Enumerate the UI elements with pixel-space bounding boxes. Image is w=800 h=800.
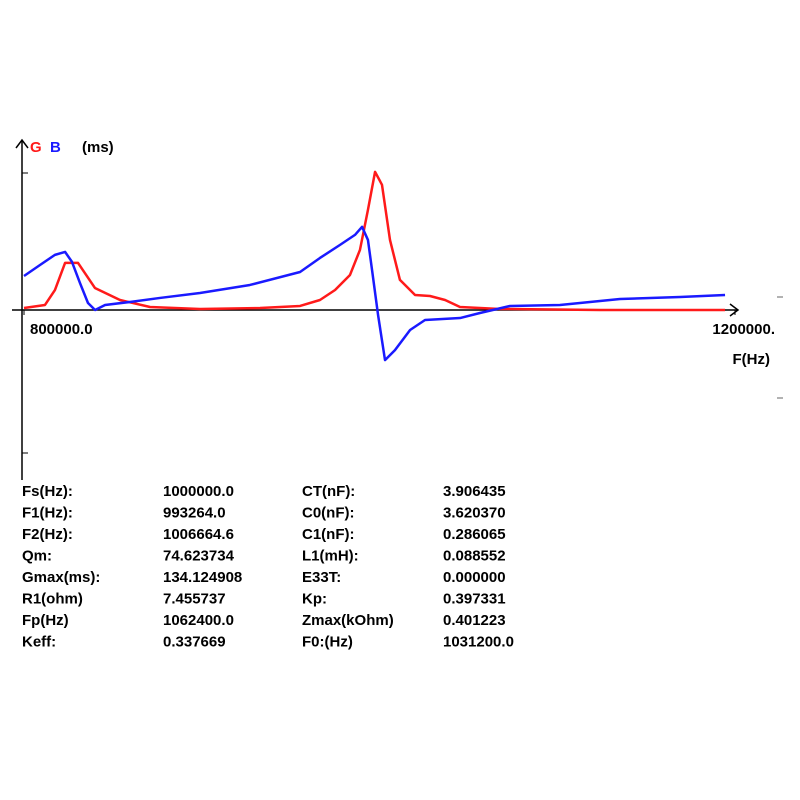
- series-line: [23, 225, 726, 362]
- param-label: F2(Hz):: [22, 526, 73, 543]
- legend-entry: B: [50, 139, 61, 156]
- param-label: CT(nF):: [302, 483, 355, 500]
- param-value: 0.401223: [443, 612, 506, 629]
- param-label: Gmax(ms):: [22, 569, 100, 586]
- param-label: F0:(Hz): [302, 633, 353, 650]
- param-label: R1(ohm): [22, 590, 83, 607]
- param-value: 1000000.0: [163, 483, 234, 500]
- x-tick-label: 1200000.: [712, 321, 775, 338]
- param-value: 0.397331: [443, 590, 506, 607]
- param-value: 0.088552: [443, 547, 506, 564]
- param-value: 7.455737: [163, 590, 226, 607]
- param-value: 0.286065: [443, 526, 506, 543]
- y-arrow: [15, 138, 29, 149]
- param-value: 3.906435: [443, 483, 506, 500]
- param-label: Zmax(kOhm): [302, 612, 394, 629]
- param-label: Fp(Hz): [22, 612, 69, 629]
- param-value: 993264.0: [163, 504, 226, 521]
- x-tick-label: 800000.0: [30, 321, 93, 338]
- param-value: 0.000000: [443, 569, 506, 586]
- param-value: 1062400.0: [163, 612, 234, 629]
- param-label: Qm:: [22, 547, 52, 564]
- param-value: 74.623734: [163, 547, 235, 564]
- param-label: C1(nF):: [302, 526, 355, 543]
- param-value: 3.620370: [443, 504, 506, 521]
- series-line: [23, 170, 726, 312]
- x-arrow: [729, 303, 740, 317]
- param-value: 1006664.6: [163, 526, 234, 543]
- param-label: Fs(Hz):: [22, 483, 73, 500]
- param-label: E33T:: [302, 569, 341, 586]
- param-label: F1(Hz):: [22, 504, 73, 521]
- param-label: Kp:: [302, 590, 327, 607]
- y-axis-label: (ms): [82, 139, 114, 156]
- param-value: 1031200.0: [443, 633, 514, 650]
- param-label: Keff:: [22, 633, 56, 650]
- param-value: 0.337669: [163, 633, 226, 650]
- param-value: 134.124908: [163, 569, 242, 586]
- param-label: L1(mH):: [302, 547, 359, 564]
- x-axis-label: F(Hz): [733, 351, 771, 368]
- legend-entry: G: [30, 139, 42, 156]
- param-label: C0(nF):: [302, 504, 355, 521]
